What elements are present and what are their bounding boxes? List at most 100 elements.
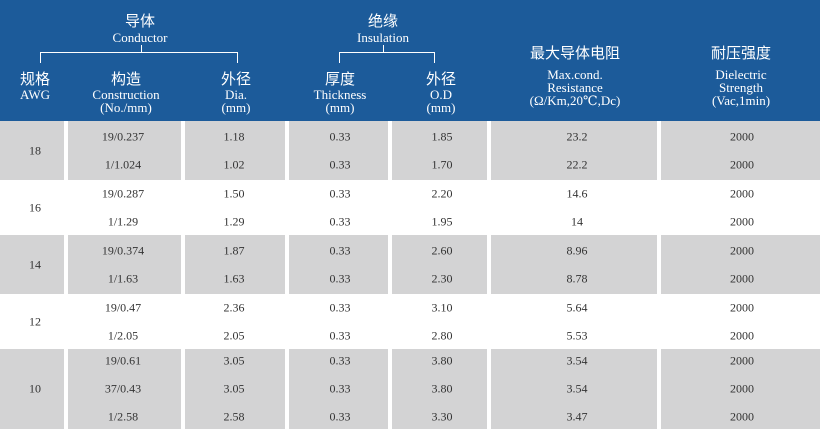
col-thickness-en-1: Thickness xyxy=(313,87,367,102)
dia-cell: 1.29 xyxy=(223,214,245,228)
construction-cell: 1/2.58 xyxy=(107,409,139,424)
column-divider xyxy=(285,349,289,429)
col-od-en-1: O.D xyxy=(429,87,453,102)
col-od-zh: 外径 xyxy=(425,70,456,88)
construction-cell: 1/2.05 xyxy=(107,328,139,342)
col-header-awg: 规格 AWG xyxy=(5,70,65,102)
thickness-cell: 0.33 xyxy=(329,300,351,314)
dia-cell: 1.63 xyxy=(223,271,245,285)
column-divider xyxy=(487,235,491,294)
construction-cell: 19/0.374 xyxy=(101,243,145,257)
dia-cell: 1.18 xyxy=(223,129,245,143)
column-divider xyxy=(181,235,185,294)
resistance-cell: 5.64 xyxy=(566,300,588,314)
conductor-bracket-stem xyxy=(141,45,142,52)
column-divider xyxy=(285,121,289,180)
col-awg-en: AWG xyxy=(19,87,50,102)
resistance-cell: 8.96 xyxy=(566,243,588,257)
strength-cell: 2000 xyxy=(730,157,754,171)
conductor-bracket xyxy=(40,52,238,63)
col-strength-zh: 耐压强度 xyxy=(710,44,771,62)
construction-cell: 37/0.43 xyxy=(104,381,142,396)
dia-cell: 1.02 xyxy=(223,157,245,171)
od-cell: 2.60 xyxy=(431,243,453,257)
construction-cell: 19/0.61 xyxy=(104,353,142,368)
dia-cell: 2.05 xyxy=(223,328,245,342)
od-cell: 3.30 xyxy=(431,409,453,424)
col-dia-en-2: (mm) xyxy=(221,100,251,115)
col-strength-en-1: Dielectric xyxy=(715,67,767,82)
column-divider xyxy=(487,349,491,429)
col-awg-zh: 规格 xyxy=(19,70,50,88)
col-header-resistance: 最大导体电阻 Max.cond. Resistance (Ω/Km,20℃,Dc… xyxy=(492,44,658,108)
col-resistance-zh: 最大导体电阻 xyxy=(529,44,620,62)
conductor-title-en: Conductor xyxy=(112,30,168,45)
od-cell: 1.95 xyxy=(431,214,453,228)
od-cell: 2.30 xyxy=(431,271,453,285)
column-divider xyxy=(657,121,661,180)
resistance-cell: 22.2 xyxy=(566,157,588,171)
construction-cell: 19/0.47 xyxy=(104,300,142,314)
thickness-cell: 0.33 xyxy=(329,243,351,257)
awg-group-10: 10 19/0.61 3.05 0.33 3.80 3.54 2000 37/0.43 3.05… xyxy=(0,349,820,429)
strength-cell: 2000 xyxy=(730,300,754,314)
resistance-cell: 3.47 xyxy=(566,409,588,424)
col-header-strength: 耐压强度 Dielectric Strength (Vac,1min) xyxy=(662,44,820,108)
awg-cell: 16 xyxy=(29,200,41,214)
od-cell: 1.85 xyxy=(431,129,453,143)
col-resistance-en-3: (Ω/Km,20℃,Dc) xyxy=(529,93,621,108)
column-divider xyxy=(388,121,392,180)
resistance-cell: 5.53 xyxy=(566,328,588,342)
insulation-bracket xyxy=(339,52,435,63)
construction-cell: 1/1.024 xyxy=(104,157,142,171)
col-construction-zh: 构造 xyxy=(110,70,141,88)
dia-cell: 1.87 xyxy=(223,243,245,257)
col-thickness-zh: 厚度 xyxy=(324,70,355,88)
col-header-thickness: 厚度 Thickness (mm) xyxy=(290,70,390,115)
insulation-title-en: Insulation xyxy=(357,30,409,45)
thickness-cell: 0.33 xyxy=(329,157,351,171)
column-divider xyxy=(181,121,185,180)
strength-cell: 2000 xyxy=(730,353,754,368)
column-divider xyxy=(64,121,68,180)
dia-cell: 2.58 xyxy=(223,409,245,424)
col-header-od: 外径 O.D (mm) xyxy=(393,70,489,115)
awg-cell: 14 xyxy=(29,257,41,271)
thickness-cell: 0.33 xyxy=(329,271,351,285)
dia-cell: 1.50 xyxy=(223,186,245,200)
construction-cell: 1/1.63 xyxy=(107,271,139,285)
col-dia-en-1: Dia. xyxy=(224,87,248,102)
col-construction-en-2: (No./mm) xyxy=(100,100,152,115)
column-divider xyxy=(657,349,661,429)
column-divider xyxy=(64,235,68,294)
col-strength-en-2: Strength xyxy=(718,80,764,95)
resistance-cell: 23.2 xyxy=(566,129,588,143)
construction-cell: 19/0.287 xyxy=(101,186,145,200)
dia-cell: 2.36 xyxy=(223,300,245,314)
awg-group-16: 16 19/0.287 1.50 0.33 2.20 14.6 2000 1/1.29 1.29… xyxy=(0,180,820,235)
thickness-cell: 0.33 xyxy=(329,186,351,200)
resistance-cell: 3.54 xyxy=(566,381,588,396)
thickness-cell: 0.33 xyxy=(329,129,351,143)
od-cell: 3.80 xyxy=(431,353,453,368)
strength-cell: 2000 xyxy=(730,129,754,143)
strength-cell: 2000 xyxy=(730,243,754,257)
strength-cell: 2000 xyxy=(730,381,754,396)
col-dia-zh: 外径 xyxy=(220,70,251,88)
awg-cell: 10 xyxy=(29,381,41,396)
strength-cell: 2000 xyxy=(730,186,754,200)
strength-cell: 2000 xyxy=(730,271,754,285)
thickness-cell: 0.33 xyxy=(329,409,351,424)
od-cell: 1.70 xyxy=(431,157,453,171)
thickness-cell: 0.33 xyxy=(329,214,351,228)
column-divider xyxy=(487,121,491,180)
dia-cell: 3.05 xyxy=(223,381,245,396)
col-resistance-en-1: Max.cond. xyxy=(547,67,603,82)
od-cell: 2.80 xyxy=(431,328,453,342)
construction-cell: 1/1.29 xyxy=(107,214,139,228)
insulation-title-zh: 绝缘 xyxy=(367,12,398,30)
insulation-bracket-stem xyxy=(383,45,384,52)
column-divider xyxy=(181,349,185,429)
col-header-construction: 构造 Construction (No./mm) xyxy=(66,70,186,115)
column-divider xyxy=(657,235,661,294)
